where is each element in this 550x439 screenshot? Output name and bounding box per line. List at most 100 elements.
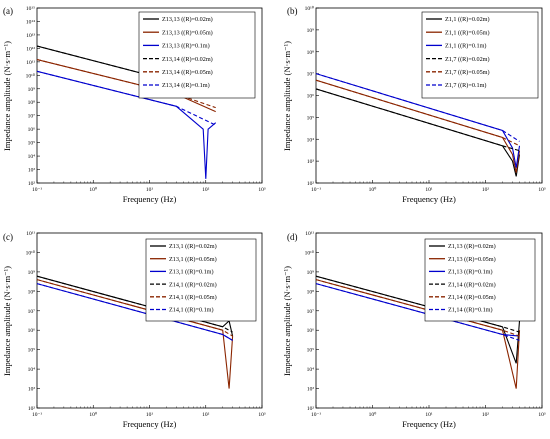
- legend-entry: Z14,1 ((R)=0.02m): [169, 281, 217, 288]
- y-tick-label: 10¹⁴: [26, 19, 35, 25]
- legend-entry: Z13,1 ((R)=0.02m): [169, 243, 217, 250]
- y-tick-label: 10²: [307, 181, 315, 187]
- series-line-6: [316, 283, 520, 341]
- y-axis-label: Impedance amplitude (N·s·m⁻¹): [2, 266, 12, 376]
- y-tick-label: 10²: [28, 181, 36, 187]
- y-tick-label: 10⁸: [28, 289, 36, 295]
- x-axis-label: Frequency (Hz): [402, 194, 456, 204]
- y-tick-label: 10⁸: [307, 50, 315, 56]
- series-line-6: [37, 70, 216, 126]
- legend-entry: Z14,1 ((R)=0.05m): [169, 294, 217, 301]
- x-tick-label: 10¹: [425, 412, 433, 418]
- y-tick-label: 10⁹: [307, 270, 315, 276]
- legend-entry: Z1,14 ((R)=0.02m): [448, 281, 496, 288]
- series-line-5: [37, 279, 233, 337]
- panel-b: 10⁻¹ 10⁰ 10¹ 10² 10³ 10² 10³ 10⁴ 10⁵ 10⁶ 10⁷ 10⁸ 10⁹…: [282, 5, 546, 204]
- series-line-5: [316, 79, 520, 147]
- y-tick-label: 10⁸: [307, 289, 315, 295]
- series-line-5: [316, 279, 520, 337]
- legend-entry: Z1,14 ((R)=0.1m): [448, 307, 493, 314]
- y-tick-label: 10¹¹: [26, 231, 35, 237]
- y-axis-label: Impedance amplitude (N·s·m⁻¹): [282, 266, 292, 376]
- legend-entry: Z13,14 ((R)=0.05m): [162, 69, 213, 76]
- legend-box: [138, 11, 256, 99]
- x-tick-label: 10³: [258, 412, 266, 418]
- series-group: [316, 275, 521, 389]
- legend-entry: Z1,1 ((R)=0.05m): [445, 29, 490, 36]
- series-line-6: [316, 73, 520, 142]
- y-tick-label: 10⁶: [28, 328, 36, 334]
- y-tick-label: 10⁵: [28, 348, 36, 354]
- legend: Z13,1 ((R)=0.02m) Z13,1 ((R)=0.05m) Z13,1 …: [145, 238, 257, 322]
- y-tick-label: 10²: [307, 406, 315, 412]
- series-line-3: [316, 73, 521, 168]
- series-group: [316, 73, 521, 177]
- x-axis-label: Frequency (Hz): [402, 419, 456, 429]
- x-tick-label: 10²: [202, 412, 210, 418]
- legend: Z1,1 ((R)=0.02m) Z1,1 ((R)=0.05m) Z1,1 ((R…: [421, 11, 539, 99]
- y-tick-label: 10⁷: [28, 309, 36, 315]
- legend-box: [145, 238, 257, 322]
- x-tick-label: 10²: [482, 412, 490, 418]
- legend-entry: Z13,14 ((R)=0.1m): [162, 82, 210, 89]
- y-tick-label: 10³: [28, 168, 36, 174]
- x-axis-label: Frequency (Hz): [123, 194, 177, 204]
- x-tick-label: 10³: [538, 187, 546, 193]
- y-tick-label: 10¹¹: [305, 231, 314, 237]
- x-tick-label: 10³: [258, 187, 266, 193]
- x-tick-label: 10⁻¹: [32, 412, 42, 418]
- panel-label: (a): [3, 6, 13, 16]
- panel-label: (c): [3, 232, 13, 242]
- x-tick-label: 10³: [538, 412, 546, 418]
- y-tick-label: 10⁶: [28, 127, 36, 133]
- x-tick-label: 10⁰: [369, 411, 378, 418]
- x-tick-label: 10¹: [146, 187, 154, 193]
- y-tick-label: 10⁷: [28, 114, 36, 120]
- legend-entry: Z13,1 ((R)=0.05m): [169, 256, 217, 263]
- legend: Z13,13 ((R)=0.02m) Z13,13 ((R)=0.05m) Z13,…: [138, 11, 256, 99]
- legend-box: [421, 11, 539, 99]
- y-tick-label: 10⁴: [28, 154, 36, 160]
- legend-entry: Z1,7 ((R)=0.05m): [445, 69, 490, 76]
- legend-entry: Z1,14 ((R)=0.05m): [448, 294, 496, 301]
- x-tick-label: 10²: [482, 187, 490, 193]
- legend-entry: Z13,1 ((R)=0.1m): [169, 269, 214, 276]
- legend-entry: Z13,14 ((R)=0.02m): [162, 56, 213, 63]
- y-tick-label: 10⁴: [307, 367, 315, 373]
- legend-entry: Z1,7 ((R)=0.02m): [445, 56, 490, 63]
- y-tick-label: 10⁶: [307, 94, 315, 100]
- series-line-4: [316, 275, 520, 333]
- y-tick-label: 10¹³: [26, 33, 35, 39]
- legend-entry: Z1,13 ((R)=0.05m): [448, 256, 496, 263]
- legend-entry: Z13,13 ((R)=0.1m): [162, 43, 210, 50]
- panel-a: 10⁻¹ 10⁰ 10¹ 10² 10³ 10² 10³ 10⁴ 10⁵ 10⁶ 10⁷ 10⁸ 10⁹…: [2, 6, 266, 204]
- y-tick-label: 10⁹: [28, 87, 36, 93]
- y-tick-label: 10³: [307, 387, 315, 393]
- y-tick-label: 10⁵: [307, 348, 315, 354]
- legend-entry: Z13,13 ((R)=0.05m): [162, 29, 213, 36]
- panel-label: (d): [287, 232, 298, 242]
- series-group: [37, 275, 234, 389]
- series-line-1: [37, 275, 234, 337]
- y-axis-label: Impedance amplitude (N·s·m⁻¹): [282, 41, 292, 151]
- y-tick-label: 10⁶: [307, 328, 315, 334]
- x-tick-label: 10⁻¹: [311, 412, 321, 418]
- x-tick-label: 10⁰: [369, 186, 378, 193]
- y-tick-label: 10¹⁰: [26, 249, 36, 256]
- x-tick-label: 10⁻¹: [311, 187, 321, 193]
- y-tick-label: 10³: [307, 159, 315, 165]
- y-tick-label: 10¹²: [26, 46, 35, 52]
- y-tick-label: 10¹⁰: [305, 249, 315, 256]
- legend-entry: Z13,13 ((R)=0.02m): [162, 16, 213, 23]
- panel-label: (b): [287, 6, 298, 16]
- y-tick-label: 10⁸: [28, 100, 36, 106]
- legend-entry: Z1,13 ((R)=0.02m): [448, 243, 496, 250]
- legend-entry: Z14,1 ((R)=0.1m): [169, 307, 214, 314]
- x-tick-label: 10²: [202, 187, 210, 193]
- x-tick-label: 10¹: [425, 187, 433, 193]
- legend-entry: Z1,1 ((R)=0.02m): [445, 16, 490, 23]
- y-tick-label: 10⁷: [307, 72, 315, 78]
- x-tick-label: 10⁰: [89, 411, 98, 418]
- y-tick-label: 10⁷: [307, 309, 315, 315]
